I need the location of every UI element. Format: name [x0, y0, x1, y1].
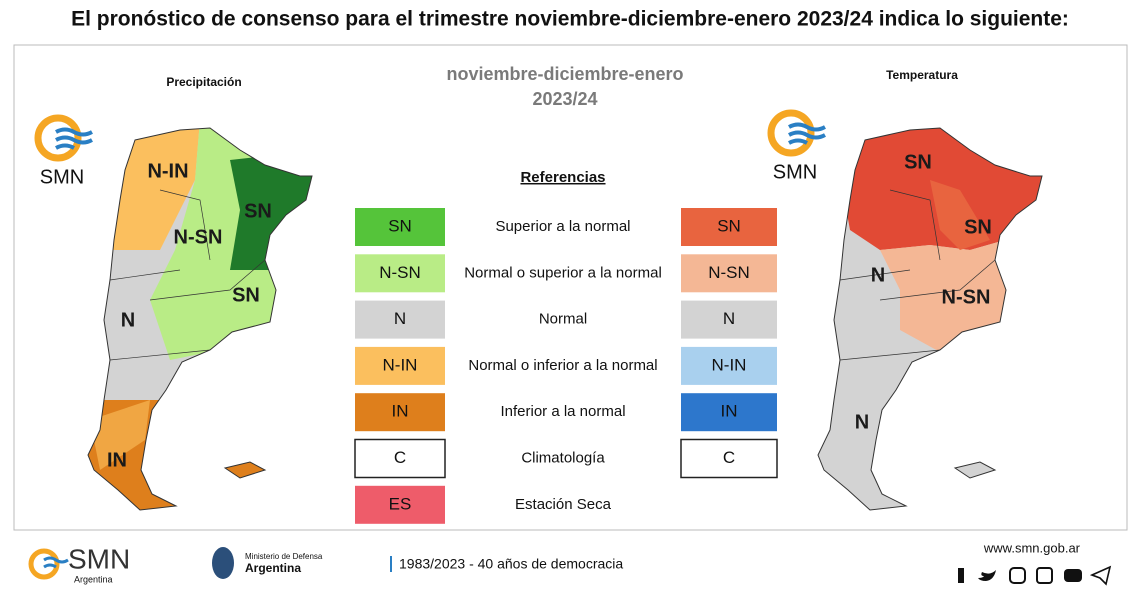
legend-swatch: [354, 438, 446, 479]
title: El pronóstico de consenso para el trimes…: [71, 8, 1069, 31]
legend-swatch: [681, 208, 777, 246]
legend-code: IN: [392, 402, 409, 421]
legend-code: N-SN: [379, 263, 421, 282]
logo-text: SMN: [40, 166, 84, 188]
legend-code: N: [394, 309, 406, 328]
footer-logo-sub: Argentina: [74, 574, 113, 584]
legend-code: N-IN: [383, 355, 418, 374]
region-label: N: [855, 411, 869, 433]
map-labels: N-IN SN N-SN SN N IN SN SN N N-SN N: [107, 151, 992, 471]
year: 2023/24: [532, 89, 597, 109]
legend-swatch: [680, 438, 778, 479]
legend-swatch: [681, 393, 777, 432]
social-icons[interactable]: [958, 565, 1112, 586]
footer: SMN Argentina Ministerio de Defensa Arge…: [28, 540, 1112, 586]
period: noviembre-diciembre-enero: [446, 64, 683, 84]
smn-logo: SMN: [767, 109, 826, 183]
legend-swatch: [355, 254, 445, 293]
legend-description: Estación Seca: [515, 496, 612, 513]
footer-logo: SMN: [68, 543, 130, 574]
legend-code: SN: [717, 216, 741, 235]
legend-code: ES: [389, 494, 412, 513]
legend-code: N: [723, 309, 735, 328]
region-label: N-SN: [174, 226, 223, 248]
legend-swatch: [681, 254, 777, 293]
legend-description: Climatología: [521, 449, 605, 466]
legend-code: C: [723, 448, 735, 467]
legend-description: Superior a la normal: [495, 218, 630, 235]
region-label: SN: [964, 216, 992, 238]
region-label: SN: [232, 284, 260, 306]
region-label: SN: [244, 200, 272, 222]
logo-text: SMN: [773, 161, 817, 183]
legend-code: SN: [388, 216, 412, 235]
ministry-sub: Argentina: [245, 561, 301, 575]
motto: 1983/2023 - 40 años de democracia: [399, 556, 623, 572]
legend-swatch: [355, 485, 445, 524]
legend-description: Normal: [539, 311, 587, 328]
legend-description: Normal o superior a la normal: [464, 264, 662, 281]
legend: SN Superior a la normal SN N-SN Normal o sup…: [354, 208, 778, 524]
region-label: N-IN: [147, 160, 188, 182]
legend-code: N-IN: [712, 355, 747, 374]
smn-logo: SMN: [34, 114, 93, 188]
legend-code: N-SN: [708, 263, 750, 282]
ministry: Ministerio de Defensa: [245, 552, 323, 561]
legend-description: Inferior a la normal: [500, 403, 625, 420]
url: www.smn.gob.ar: [983, 540, 1081, 555]
region-label: N: [871, 264, 885, 286]
legend-swatch: [355, 300, 445, 339]
legend-title: Referencias: [520, 169, 605, 186]
map-label: Precipitación: [166, 75, 241, 89]
legend-code: C: [394, 448, 406, 467]
legend-swatch: [355, 393, 445, 432]
map-label: Temperatura: [886, 68, 958, 82]
legend-swatch: [355, 346, 445, 385]
region-label: SN: [904, 151, 932, 173]
region-label: N-SN: [942, 286, 991, 308]
legend-swatch: [355, 208, 445, 246]
legend-description: Normal o inferior a la normal: [468, 357, 657, 374]
legend-swatch: [681, 346, 777, 385]
region-label: N: [121, 309, 135, 331]
legend-swatch: [681, 300, 777, 339]
legend-code: IN: [721, 402, 738, 421]
region-label: IN: [107, 449, 127, 471]
